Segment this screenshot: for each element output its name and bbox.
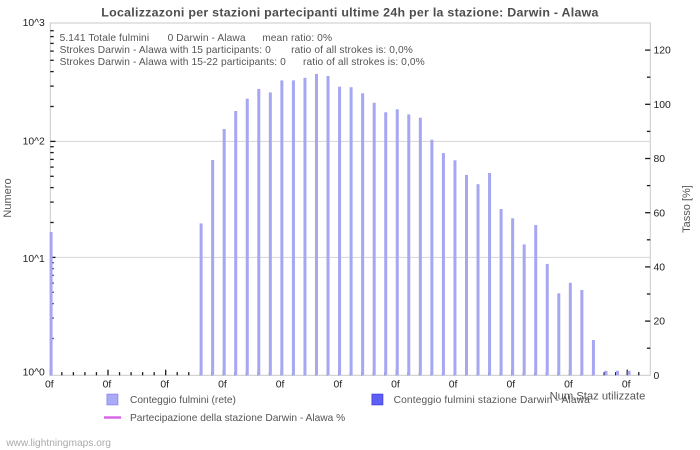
svg-text:ratio of all strokes is: 0,0%: ratio of all strokes is: 0,0%: [291, 45, 413, 56]
svg-text:www.lightningmaps.org: www.lightningmaps.org: [5, 438, 111, 449]
svg-text:20: 20: [654, 317, 666, 328]
svg-text:80: 80: [654, 154, 666, 165]
svg-text:10^3: 10^3: [23, 18, 45, 29]
svg-text:Conteggio fulmini (rete): Conteggio fulmini (rete): [130, 395, 236, 406]
svg-text:100: 100: [654, 100, 672, 111]
svg-text:Strokes Darwin - Alawa with 15: Strokes Darwin - Alawa with 15 participa…: [60, 45, 272, 56]
svg-text:10^1: 10^1: [23, 254, 45, 265]
svg-text:ratio of all strokes is: 0,0%: ratio of all strokes is: 0,0%: [303, 57, 425, 68]
svg-text:0f: 0f: [506, 380, 515, 391]
svg-text:0f: 0f: [449, 380, 458, 391]
svg-text:0f: 0f: [564, 380, 573, 391]
svg-text:0f: 0f: [391, 380, 400, 391]
svg-text:0f: 0f: [276, 380, 285, 391]
svg-text:10^2: 10^2: [23, 136, 45, 147]
svg-text:0f: 0f: [103, 380, 112, 391]
svg-text:0f: 0f: [218, 380, 227, 391]
svg-text:5.141 Totale fulmini: 5.141 Totale fulmini: [60, 33, 150, 44]
svg-text:mean ratio: 0%: mean ratio: 0%: [262, 33, 332, 44]
svg-text:Num.Staz utilizzate: Num.Staz utilizzate: [550, 391, 646, 403]
svg-text:0f: 0f: [45, 380, 54, 391]
svg-text:0 Darwin - Alawa: 0 Darwin - Alawa: [168, 33, 246, 44]
svg-text:Tasso [%]: Tasso [%]: [681, 185, 693, 233]
svg-text:Partecipazione della stazione: Partecipazione della stazione Darwin - A…: [130, 413, 345, 424]
svg-text:40: 40: [654, 263, 666, 274]
svg-text:120: 120: [654, 46, 672, 57]
svg-text:Strokes Darwin - Alawa with 15: Strokes Darwin - Alawa with 15-22 partic…: [60, 57, 287, 68]
svg-text:0f: 0f: [333, 380, 342, 391]
svg-text:0f: 0f: [622, 380, 631, 391]
svg-text:60: 60: [654, 208, 666, 219]
svg-text:10^0: 10^0: [23, 367, 45, 378]
svg-text:0: 0: [654, 371, 660, 382]
svg-text:Numero: Numero: [2, 178, 14, 217]
svg-text:Localizzazoni per stazioni par: Localizzazoni per stazioni partecipanti …: [101, 6, 598, 20]
svg-text:0f: 0f: [160, 380, 169, 391]
svg-text:Conteggio fulmini stazione Dar: Conteggio fulmini stazione Darwin - Alaw…: [394, 395, 591, 406]
